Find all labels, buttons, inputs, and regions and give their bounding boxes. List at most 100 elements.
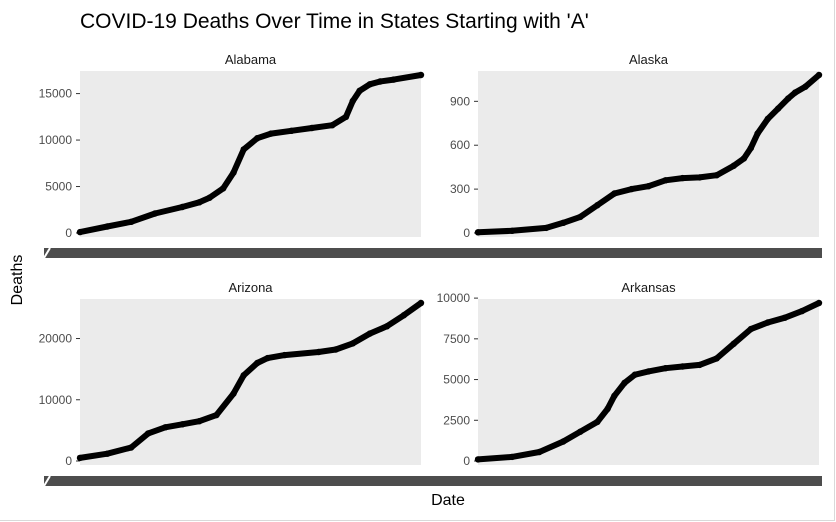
data-point	[76, 454, 84, 462]
data-point	[417, 71, 425, 79]
data-point	[594, 418, 601, 426]
data-point	[536, 448, 543, 456]
data-point	[631, 371, 639, 378]
strip-label-arkansas: Arkansas	[621, 280, 676, 295]
data-point	[76, 228, 84, 236]
data-point	[781, 314, 789, 321]
axis-break-mark	[43, 247, 51, 259]
y-tick-label: 10000	[437, 291, 471, 305]
data-point	[281, 351, 288, 359]
data-point	[474, 229, 482, 236]
data-point	[342, 113, 350, 121]
data-point	[206, 194, 213, 201]
data-point	[791, 89, 799, 96]
series-arizona	[76, 299, 425, 462]
data-point	[662, 177, 669, 184]
data-point	[747, 325, 754, 333]
data-point	[543, 224, 550, 232]
data-point	[577, 213, 584, 221]
x-axis-bar-2	[44, 476, 822, 486]
data-point	[104, 223, 111, 230]
data-point	[179, 203, 186, 211]
x-axis-bar-1	[44, 248, 822, 258]
data-point	[747, 144, 754, 152]
data-point	[240, 372, 247, 379]
data-point	[254, 359, 261, 367]
data-point	[764, 319, 771, 326]
data-point	[349, 340, 356, 347]
data-point	[621, 379, 628, 386]
data-point	[390, 76, 397, 83]
data-point	[254, 135, 261, 142]
data-point	[366, 81, 373, 88]
data-point	[474, 456, 482, 463]
series-line-alabama	[77, 72, 424, 236]
data-point	[662, 365, 669, 372]
data-point	[315, 348, 322, 356]
y-tick-label: 300	[450, 182, 470, 196]
data-point	[417, 299, 425, 307]
data-point	[802, 83, 809, 90]
y-tick-label: 600	[450, 138, 470, 152]
data-point	[577, 428, 584, 435]
data-point	[740, 155, 748, 162]
y-tick-label: 0	[65, 226, 72, 240]
y-tick-label: 5000	[45, 180, 72, 194]
data-point	[645, 368, 652, 375]
y-tick-label: 10000	[39, 393, 73, 407]
data-point	[679, 174, 686, 182]
data-point	[213, 411, 220, 419]
panel-alabama	[80, 71, 421, 237]
x-axis-label: Date	[431, 492, 465, 509]
series-alaska	[474, 71, 823, 236]
data-point	[128, 218, 135, 225]
data-point	[730, 340, 737, 347]
data-point	[764, 115, 771, 123]
strip-label-arizona: Arizona	[228, 280, 273, 295]
data-point	[754, 130, 761, 137]
strip-label-alaska: Alaska	[629, 52, 669, 67]
data-point	[679, 363, 686, 370]
y-tick-label: 20000	[39, 332, 73, 346]
data-point	[196, 199, 203, 206]
data-point	[230, 169, 237, 176]
y-tick-label: 2500	[443, 413, 470, 427]
data-point	[196, 418, 203, 425]
data-point	[730, 162, 737, 169]
data-point	[240, 146, 247, 153]
series-alabama	[76, 71, 425, 236]
data-point	[713, 355, 720, 362]
strip-label-alabama: Alabama	[225, 52, 277, 67]
y-tick-label: 0	[463, 226, 470, 240]
y-tick-label: 0	[65, 454, 72, 468]
data-point	[356, 87, 363, 95]
data-point	[594, 202, 601, 209]
data-point	[713, 172, 720, 179]
data-point	[128, 444, 135, 451]
data-point	[288, 127, 295, 134]
data-point	[798, 307, 806, 315]
data-point	[383, 323, 391, 330]
y-tick-label: 900	[450, 94, 470, 108]
y-tick-label: 15000	[39, 87, 73, 101]
y-tick-label: 0	[463, 454, 470, 468]
data-point	[508, 227, 516, 234]
data-point	[400, 312, 408, 319]
y-tick-label: 5000	[443, 373, 470, 387]
data-point	[264, 354, 271, 362]
data-point	[329, 122, 336, 129]
data-point	[332, 346, 339, 353]
data-point	[628, 185, 635, 193]
data-point	[366, 330, 373, 337]
y-tick-label: 10000	[39, 133, 73, 147]
data-point	[560, 219, 567, 226]
data-point	[267, 130, 275, 137]
data-point	[376, 78, 384, 85]
data-point	[349, 97, 356, 105]
data-point	[145, 430, 152, 437]
data-point	[611, 392, 618, 399]
axis-break-mark	[43, 475, 51, 487]
data-point	[308, 124, 316, 132]
